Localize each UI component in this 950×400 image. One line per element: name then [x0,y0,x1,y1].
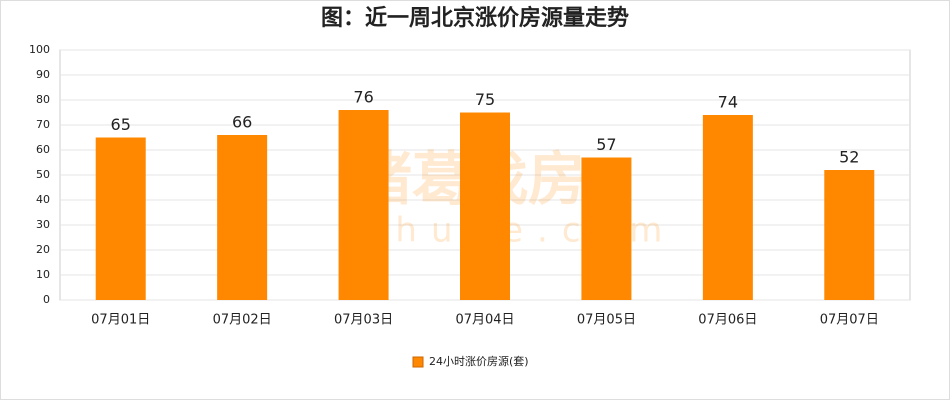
x-tick-label: 07月07日 [820,313,879,328]
y-tick-label: 20 [36,243,50,256]
value-label: 57 [596,135,616,154]
value-label: 52 [839,148,859,167]
value-label: 75 [475,90,495,109]
bar [460,112,510,300]
x-tick-label: 07月05日 [577,313,636,328]
y-tick-label: 30 [36,218,50,231]
y-tick-label: 40 [36,193,50,206]
value-label: 65 [111,115,131,134]
bar [338,110,389,300]
legend-label: 24小时涨价房源(套) [429,354,529,368]
value-label: 74 [718,93,738,112]
x-tick-label: 07月06日 [698,313,757,328]
y-tick-label: 80 [36,93,50,106]
x-tick-label: 07月03日 [334,313,393,328]
bar [824,170,875,300]
legend-swatch [412,356,424,368]
y-tick-label: 0 [43,293,50,306]
y-tick-label: 70 [36,118,50,131]
bar [581,157,632,300]
chart-title: 图：近一周北京涨价房源量走势 [321,5,629,31]
y-tick-label: 60 [36,143,50,156]
y-tick-label: 100 [29,43,50,56]
value-label: 66 [232,113,252,132]
x-tick-label: 07月01日 [91,313,150,328]
y-tick-label: 90 [36,68,50,81]
x-tick-label: 07月04日 [455,313,514,328]
y-tick-label: 50 [36,168,50,181]
bar [702,115,753,300]
x-tick-label: 07月02日 [213,313,272,328]
bar [95,137,146,300]
bar [217,135,268,300]
y-tick-label: 10 [36,268,50,281]
value-label: 76 [353,88,373,107]
